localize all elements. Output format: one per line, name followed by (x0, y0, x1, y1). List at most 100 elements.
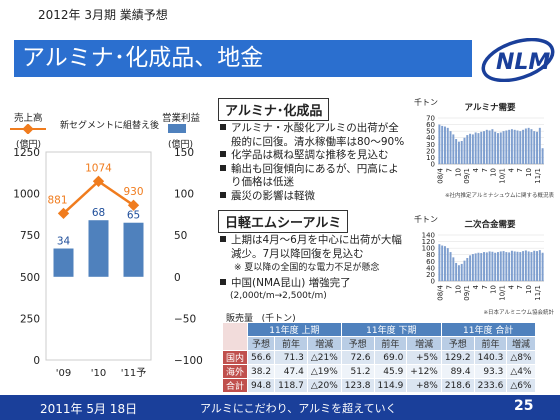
mini-bar (469, 133, 472, 164)
mini-bar (452, 134, 455, 164)
mini-bar (524, 128, 527, 164)
right-axis-tick: −100 (174, 355, 203, 367)
mini-bar (480, 253, 483, 281)
title-bar (14, 40, 472, 77)
mini-bar (536, 131, 539, 164)
mini-ylabel: 千トン (414, 97, 438, 107)
mini-bar (536, 251, 539, 281)
table-cell: 72.6 (340, 350, 375, 365)
power-note: ※ 夏以降の全国的な電力不足が懸念 (234, 263, 380, 273)
mini-bar (488, 130, 491, 164)
mini-xtick: 08/4 (437, 284, 445, 300)
profit-bar (53, 248, 74, 277)
profit-bar (88, 220, 109, 277)
mini-bar (483, 131, 486, 164)
col-header: 予想 (247, 336, 276, 351)
right-axis-tick: 0 (174, 272, 181, 284)
mini-source: ※日本アルミニウム協会統計 (483, 308, 554, 316)
mini-xtick: 10 (454, 285, 462, 294)
table-cell: 38.2 (247, 364, 276, 379)
mini-ytick: 0 (431, 161, 435, 169)
table-cell: 114.9 (373, 378, 408, 393)
mini-xtick: 08/4 (437, 167, 445, 183)
table-cell: 89.4 (440, 364, 475, 379)
mini-bar (474, 253, 477, 281)
bullet-item: 上期は4月～6月を中心に出荷が大幅減少。7月以降回復を見込む (220, 234, 412, 261)
mini-bar (491, 129, 494, 164)
mini-xtick: 7 (516, 168, 524, 172)
mini-xtick: 7 (481, 285, 489, 289)
mini-bar (483, 252, 486, 281)
mini-ytick: 40 (426, 264, 435, 272)
mini-xtick: 10/1 (498, 168, 506, 184)
mini-xtick: 4 (472, 284, 480, 289)
table-row: 国内 56.6 71.3 △21% 72.6 69.0 +5% 129.2 14… (221, 350, 536, 365)
left-axis-tick: 1000 (13, 189, 40, 201)
mini-bar (463, 137, 466, 164)
table-cell: 69.0 (373, 350, 408, 365)
table-cell: 140.3 (473, 350, 508, 365)
legend-segment-note: 新セグメントに組替え後 (60, 121, 160, 131)
table-cell: △8% (506, 350, 536, 365)
mini-ytick: 30 (426, 141, 435, 149)
table-cell: 129.2 (440, 350, 475, 365)
table-cell: +12% (406, 364, 442, 379)
table-cell: 233.6 (473, 378, 508, 393)
mini-bar (508, 252, 511, 281)
mini-bar (455, 139, 458, 164)
mini-bar (496, 252, 499, 281)
profit-data-label: 34 (57, 236, 71, 248)
mini-bar (510, 129, 513, 164)
left-axis-tick: 500 (20, 272, 40, 284)
mini-xtick: 7 (481, 168, 489, 172)
mini-bar (522, 251, 525, 281)
col-header: 予想 (340, 336, 375, 351)
mini-xtick: 11/1 (534, 168, 542, 184)
col-header: 前年 (274, 336, 308, 351)
mini-xtick: 4 (507, 167, 515, 172)
mini-bar (538, 127, 541, 164)
mini-bar (457, 265, 460, 281)
legend-sales-marker (10, 124, 46, 134)
mini-bar (474, 132, 477, 164)
col-header: 前年 (473, 336, 508, 351)
footer-date: 2011年 5月 18日 (40, 402, 138, 416)
mini-bar (480, 131, 483, 164)
bullet-item: アルミナ・水酸化アルミの出荷が全般的に回復。清水稼働率は80～90% (220, 122, 408, 149)
mini-bar (505, 252, 508, 281)
table-cell: △20% (306, 378, 342, 393)
left-axis-tick: 250 (20, 313, 40, 325)
mini-title: アルミナ需要 (465, 102, 516, 113)
mini-bar (519, 131, 522, 164)
mini-xtick: 10 (454, 168, 462, 177)
category-tick: '09 (56, 368, 71, 379)
profit-bar (123, 222, 144, 277)
mini-bar (524, 250, 527, 281)
table-cell: 47.4 (274, 364, 308, 379)
right-axis-tick: 50 (174, 230, 187, 242)
bullet-item: 震災の影響は軽微 (220, 190, 408, 204)
table-cell: 45.9 (373, 364, 408, 379)
table-cell: +8% (406, 378, 442, 393)
mini-xtick: 10 (490, 285, 498, 294)
mini-bar (457, 141, 460, 164)
group-header: 11年度 合計 (440, 322, 536, 337)
mini-ytick: 120 (422, 238, 435, 246)
bullet-item: 輸出も回復傾向にあるが、円高により価格は低迷 (220, 163, 408, 190)
mini-bar (466, 135, 469, 164)
mini-ytick: 40 (426, 134, 435, 142)
mini-bar (527, 251, 530, 281)
mini-bar (477, 133, 480, 164)
legend-sales: 売上高 (14, 113, 43, 124)
mini-bar (471, 254, 474, 281)
mini-bar (541, 148, 544, 164)
table-cell: △19% (306, 364, 342, 379)
mini-bar (533, 250, 536, 281)
profit-data-label: 65 (127, 210, 140, 222)
mini-bar (446, 127, 449, 164)
table-caption: 販売量 (千トン) (226, 314, 296, 324)
table-row: 海外 38.2 47.4 △19% 51.2 45.9 +12% 89.4 93… (221, 364, 536, 379)
mini-ytick: 140 (422, 232, 435, 240)
mini-ytick: 70 (426, 115, 435, 123)
mini-bar (508, 129, 511, 164)
